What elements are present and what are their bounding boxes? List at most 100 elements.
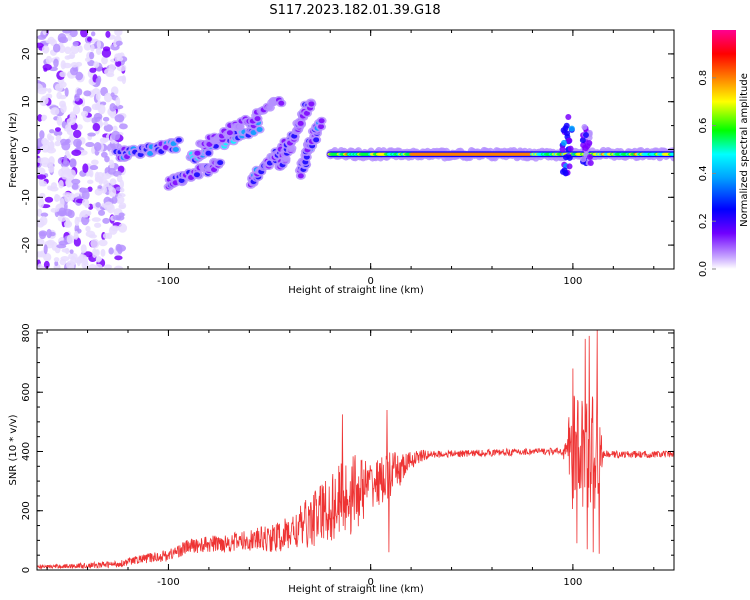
x-tick-label: 0 bbox=[367, 276, 373, 287]
snr-frame bbox=[36, 329, 675, 571]
spectrogram-cell bbox=[62, 160, 70, 167]
spectrogram-cell bbox=[102, 116, 110, 122]
spectrogram-cell bbox=[81, 190, 90, 200]
spectrogram-cell bbox=[579, 137, 586, 144]
spectrogram-cell bbox=[58, 180, 64, 189]
spectrogram-cell bbox=[37, 114, 43, 122]
spectrogram-cell bbox=[64, 87, 69, 97]
spectrogram-cell bbox=[103, 264, 113, 269]
spectrogram-cell bbox=[100, 151, 108, 158]
spectrogram-cell bbox=[70, 255, 77, 266]
snr-series-line bbox=[37, 330, 674, 570]
spectrogram-cell bbox=[114, 255, 123, 261]
spectrogram-cell bbox=[116, 56, 124, 62]
spectrogram-cell bbox=[566, 163, 573, 170]
spectrogram-cell bbox=[80, 30, 88, 38]
spectrogram-cell bbox=[60, 103, 67, 114]
spectrogram-cell bbox=[114, 114, 125, 123]
spectrogram-cell bbox=[60, 60, 66, 70]
spectrogram-cell bbox=[91, 159, 99, 166]
spectrogram-cell bbox=[102, 217, 110, 224]
spectrogram-cell bbox=[95, 92, 101, 101]
spectrogram-cell bbox=[37, 83, 43, 92]
spectrogram-cell bbox=[67, 35, 72, 41]
spectrogram-cell bbox=[87, 179, 94, 185]
spectrogram-cell bbox=[172, 147, 179, 153]
spectrogram-cell bbox=[217, 160, 224, 166]
colorbar-tick-label: 0.8 bbox=[698, 70, 709, 86]
spectrogram-cell bbox=[116, 175, 123, 183]
spectrogram-cell bbox=[44, 196, 54, 203]
spectrogram-cell bbox=[54, 127, 62, 132]
spectrogram-cell bbox=[88, 263, 97, 269]
colorbar-tick-label: 0.4 bbox=[698, 165, 709, 181]
spectrogram-cell bbox=[54, 193, 60, 203]
spectrogram-cell bbox=[63, 220, 73, 228]
spectrogram-cell bbox=[568, 125, 575, 132]
colorbar-ticks: 0.0 0.2 0.4 0.6 0.8 bbox=[698, 70, 716, 277]
spectrogram-cell bbox=[56, 244, 67, 249]
spectrogram-cell bbox=[50, 107, 60, 116]
spectrogram-cell bbox=[559, 146, 566, 153]
spectrogram-cell bbox=[41, 162, 51, 168]
spectrogram-cell bbox=[101, 48, 112, 58]
spectrogram-cell bbox=[81, 260, 89, 269]
spectrogram-cell bbox=[564, 130, 571, 137]
colorbar-tick-label: 0.2 bbox=[698, 213, 709, 229]
spectrogram-cell bbox=[37, 174, 47, 180]
x-tick-label: -100 bbox=[157, 276, 180, 287]
spectrogram-cell bbox=[308, 101, 315, 107]
spectrogram-cell bbox=[194, 150, 201, 156]
x-tick-label: 0 bbox=[367, 577, 373, 588]
spectrogram-cell bbox=[48, 156, 55, 166]
spectrogram-cell bbox=[109, 161, 115, 170]
spectrogram-cell bbox=[72, 105, 81, 115]
snr-axes: -100 0 100 0 200 400 600 800 bbox=[21, 323, 674, 588]
spectrogram-cell bbox=[58, 207, 66, 217]
spectrogram-cell bbox=[84, 57, 91, 62]
spectrogram-cell bbox=[48, 164, 55, 173]
spectrogram-cell bbox=[71, 149, 82, 156]
spectrogram-cell bbox=[82, 163, 89, 174]
spectrogram-cell bbox=[250, 130, 257, 136]
colorbar: 0.0 0.2 0.4 0.6 0.8 Normalized spectral ampl… bbox=[698, 30, 750, 277]
spectrogram-cell bbox=[86, 36, 92, 42]
spectrogram-cell bbox=[107, 167, 117, 175]
spectrogram-cell bbox=[114, 30, 123, 37]
spectrogram-cell bbox=[103, 201, 114, 211]
spectrogram-cell bbox=[64, 46, 72, 55]
spectrogram-cell bbox=[39, 216, 48, 226]
spectrogram-cell bbox=[42, 63, 52, 71]
spectrogram-cell bbox=[48, 135, 55, 142]
spectrogram-cell bbox=[39, 231, 47, 240]
spectrogram-cell bbox=[89, 165, 99, 171]
spectrogram-cell bbox=[37, 251, 44, 258]
spectrogram-cell bbox=[74, 216, 80, 227]
spectrogram-cell bbox=[119, 123, 128, 130]
colorbar-label: Normalized spectral amplitude bbox=[739, 73, 750, 227]
spectrogram-cell bbox=[582, 131, 589, 138]
spectrogram-cell bbox=[100, 248, 106, 257]
spectrogram-cell bbox=[89, 51, 95, 60]
spectrogram-cell bbox=[99, 178, 108, 184]
spectrogram-cell bbox=[41, 45, 50, 54]
spectrogram-cell bbox=[178, 178, 185, 184]
spectrogram-cell bbox=[60, 166, 70, 174]
spectrogram-cell bbox=[90, 44, 95, 52]
spectrogram-cell bbox=[313, 137, 320, 143]
spectrogram-cell bbox=[103, 124, 114, 132]
spectrogram-cell bbox=[110, 225, 120, 232]
spectrogram-cell bbox=[41, 115, 47, 122]
spectrogram-cell bbox=[43, 244, 48, 255]
spectrogram-cell bbox=[117, 223, 128, 233]
spectrogram-cell bbox=[109, 178, 117, 186]
spectrogram-cell bbox=[108, 247, 114, 255]
spectrogram-cell bbox=[59, 81, 67, 88]
spectrogram-cell bbox=[71, 178, 81, 185]
spectrogram-cell bbox=[111, 130, 121, 141]
spectrogram-cell bbox=[66, 234, 74, 244]
colorbar-tick-label: 0.6 bbox=[698, 118, 709, 134]
y-tick-label: -20 bbox=[21, 237, 32, 253]
spectrogram-cell bbox=[92, 123, 101, 132]
